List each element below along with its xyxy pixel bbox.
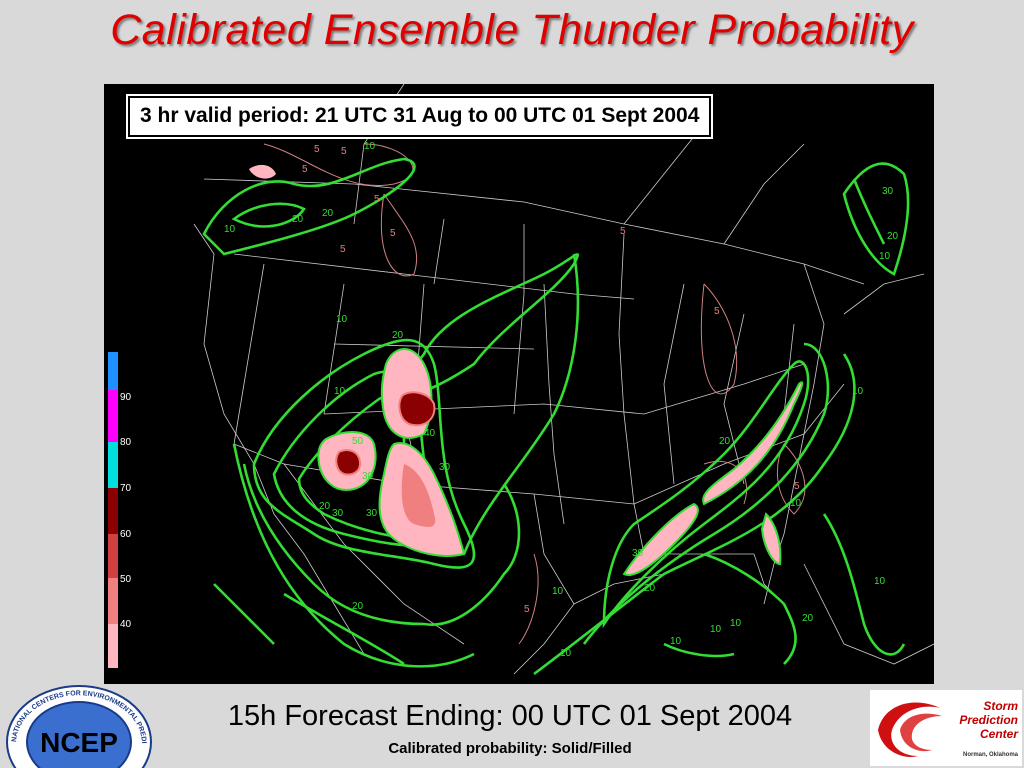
spc-location: Norman, Oklahoma bbox=[962, 752, 1018, 758]
contour-label: 30 bbox=[366, 508, 378, 519]
contour-label: 10 bbox=[852, 386, 864, 397]
contour-label: 10 bbox=[364, 141, 376, 152]
reference-label: 5 bbox=[302, 164, 308, 175]
reference-label: 5 bbox=[620, 226, 626, 237]
valid-period-box: 3 hr valid period: 21 UTC 31 Aug to 00 U… bbox=[125, 94, 714, 139]
legend-label-70: 70 bbox=[120, 483, 132, 494]
contour-label: 20 bbox=[392, 330, 404, 341]
contour-label: 10 bbox=[224, 224, 236, 235]
contour-label: 10 bbox=[710, 624, 722, 635]
contour-label-group: 10 10 10 20 20 20 20 30 30 30 30 40 50 1… bbox=[224, 141, 899, 659]
ncep-logo: NATIONAL CENTERS FOR ENVIRONMENTAL PREDI… bbox=[4, 684, 152, 768]
contour-label: 10 bbox=[670, 636, 682, 647]
legend-swatch-40 bbox=[108, 624, 118, 668]
contour-label: 20 bbox=[887, 231, 899, 242]
legend-swatch-top bbox=[108, 352, 118, 390]
green-contours bbox=[202, 157, 910, 676]
contour-label: 30 bbox=[332, 508, 344, 519]
contour-label: 20 bbox=[322, 208, 334, 219]
slide-title: Calibrated Ensemble Thunder Probability bbox=[110, 6, 914, 54]
reference-label: 5 bbox=[341, 146, 347, 157]
forecast-map: 10 10 10 20 20 20 20 30 30 30 30 40 50 1… bbox=[104, 84, 934, 684]
contour-label: 40 bbox=[424, 428, 436, 439]
legend-swatch-50 bbox=[108, 578, 118, 624]
legend-swatch-70 bbox=[108, 488, 118, 534]
legend-swatch-90 bbox=[108, 390, 118, 442]
spc-line-3: Center bbox=[979, 727, 1018, 741]
filled-regions bbox=[249, 164, 804, 576]
reference-label: 5 bbox=[340, 244, 346, 255]
legend-label-80: 80 bbox=[120, 437, 132, 448]
spc-swirl-icon bbox=[878, 702, 942, 757]
legend-swatch-80 bbox=[108, 442, 118, 488]
contour-label: 20 bbox=[802, 613, 814, 624]
reference-label: 5 bbox=[314, 144, 320, 155]
contour-label: 10 bbox=[790, 498, 802, 509]
legend-swatch-60 bbox=[108, 534, 118, 578]
contour-label: 30 bbox=[632, 548, 644, 559]
probability-legend bbox=[108, 352, 118, 668]
contour-label: 20 bbox=[292, 214, 304, 225]
contour-label: 50 bbox=[352, 436, 364, 447]
contour-label: 10 bbox=[560, 648, 572, 659]
contour-label: 30 bbox=[362, 471, 374, 482]
spc-logo: Storm Prediction Center Norman, Oklahoma bbox=[870, 690, 1022, 766]
contour-label: 30 bbox=[882, 186, 894, 197]
spc-line-1: Storm bbox=[983, 699, 1018, 713]
reference-label: 5 bbox=[390, 228, 396, 239]
reference-label: 5 bbox=[714, 306, 720, 317]
legend-label-40: 40 bbox=[120, 619, 132, 630]
contour-label: 10 bbox=[874, 576, 886, 587]
contour-label: 20 bbox=[644, 583, 656, 594]
reference-label: 5 bbox=[794, 481, 800, 492]
contour-label: 20 bbox=[352, 601, 364, 612]
contour-label: 10 bbox=[552, 586, 564, 597]
ncep-logo-text: NCEP bbox=[40, 727, 118, 758]
legend-label-50: 50 bbox=[120, 574, 132, 585]
contour-label: 10 bbox=[879, 251, 891, 262]
contour-label: 10 bbox=[336, 314, 348, 325]
legend-label-60: 60 bbox=[120, 529, 132, 540]
contour-label: 20 bbox=[719, 436, 731, 447]
spc-line-2: Prediction bbox=[959, 713, 1018, 727]
map-canvas: 10 10 10 20 20 20 20 30 30 30 30 40 50 1… bbox=[193, 84, 934, 676]
reference-label: 5 bbox=[524, 604, 530, 615]
probability-subline: Calibrated probability: Solid/Filled bbox=[388, 740, 632, 757]
contour-label: 30 bbox=[439, 462, 451, 473]
legend-label-90: 90 bbox=[120, 392, 132, 403]
contour-label: 10 bbox=[334, 386, 346, 397]
contour-label: 20 bbox=[319, 501, 331, 512]
reference-label: 5 bbox=[374, 194, 380, 205]
contour-label: 10 bbox=[730, 618, 742, 629]
reference-label-group: 5 5 5 5 5 5 5 5 5 5 bbox=[302, 144, 800, 615]
forecast-line: 15h Forecast Ending: 00 UTC 01 Sept 2004 bbox=[227, 700, 793, 732]
political-borders bbox=[193, 84, 934, 675]
